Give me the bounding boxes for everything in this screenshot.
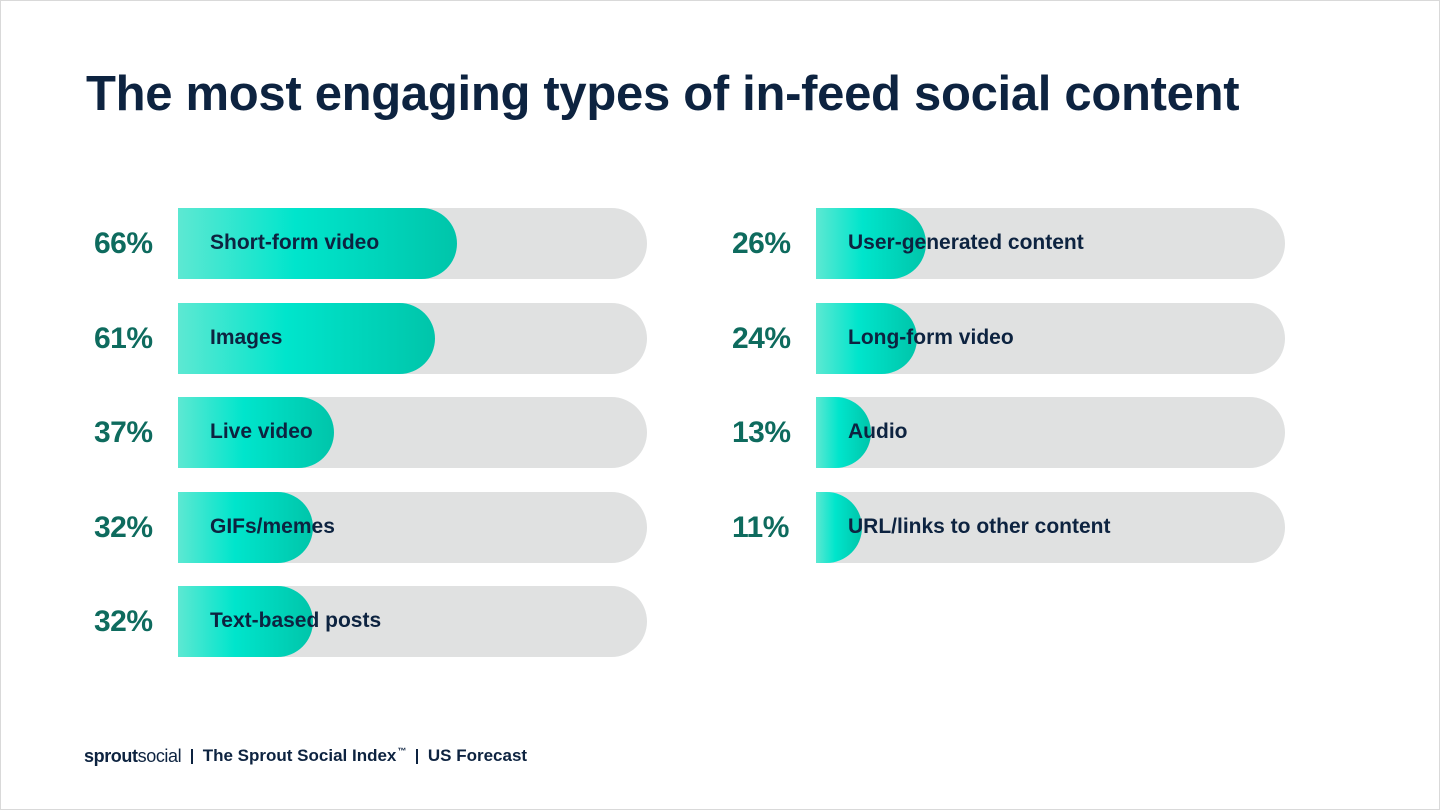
bar-track — [816, 491, 1285, 563]
bar-category-label: Audio — [848, 420, 908, 443]
bar-value-label: 13% — [732, 416, 791, 449]
bar-category-label: Images — [210, 325, 283, 349]
footer-forecast: US Forecast — [427, 746, 528, 765]
footer: sproutsocial The Sprout Social Index™ US… — [84, 744, 527, 768]
bar-value-label: 24% — [732, 321, 791, 355]
bar-row: 24% Long-form video — [724, 302, 1285, 374]
bar-value-label: 66% — [94, 227, 153, 260]
bar-track — [816, 302, 1285, 374]
bar-fill — [816, 302, 917, 374]
bar-value-label: 26% — [732, 227, 791, 260]
bar-track — [178, 586, 647, 657]
bar-column-left: 66% Short-form video 61% Images 37% Live vide… — [86, 208, 647, 681]
bar-fill — [178, 302, 435, 374]
bar-fill — [178, 491, 313, 563]
footer-separator — [191, 748, 193, 764]
bar-category-label: Live video — [210, 420, 313, 443]
bar-fill — [178, 586, 313, 657]
bar-row: 61% Images — [86, 302, 647, 374]
bar-value-label: 32% — [94, 510, 153, 544]
bar-track — [178, 491, 647, 563]
bar-fill — [816, 397, 871, 468]
bar-row: 26% User-generated content — [724, 208, 1285, 279]
bar-column-right: 26% User-generated content 24% Long-form vi… — [724, 208, 1285, 586]
bar-value-label: 11% — [732, 510, 789, 544]
bar-row: 11% URL/links to other content — [724, 491, 1285, 563]
bar-category-label: Long-form video — [848, 325, 1014, 349]
bar-value-label: 32% — [94, 605, 153, 638]
bar-fill — [816, 208, 926, 279]
bar-category-label: GIFs/memes — [210, 514, 335, 538]
bar-category-label: Text-based posts — [210, 609, 382, 632]
bar-track — [816, 397, 1285, 468]
bar-row: 66% Short-form video — [86, 208, 647, 279]
bar-value-label: 61% — [94, 321, 153, 355]
logo-bold-part: sprout — [84, 745, 138, 766]
bar-row: 37% Live video — [86, 397, 647, 468]
index-title-text: The Sprout Social Index — [202, 746, 397, 765]
bar-track — [178, 302, 647, 374]
bar-fill — [178, 208, 457, 279]
footer-separator — [416, 748, 418, 764]
chart-title: The most engaging types of in-feed socia… — [86, 67, 1240, 121]
sprout-social-logo: sproutsocial — [84, 745, 182, 767]
bar-row: 13% Audio — [724, 397, 1285, 468]
bar-track — [178, 397, 647, 468]
bar-category-label: Short-form video — [210, 231, 380, 254]
bar-fill — [178, 397, 334, 468]
bar-category-label: URL/links to other content — [848, 514, 1111, 538]
bar-row: 32% GIFs/memes — [86, 491, 647, 563]
logo-normal-part: social — [137, 745, 182, 766]
bar-row: 32% Text-based posts — [86, 586, 647, 657]
bar-value-label: 37% — [94, 416, 153, 449]
bar-track — [816, 208, 1285, 279]
bar-category-label: User-generated content — [848, 231, 1084, 254]
bar-track — [178, 208, 647, 279]
footer-index-title: The Sprout Social Index™ — [203, 746, 407, 766]
trademark-symbol: ™ — [397, 746, 407, 757]
